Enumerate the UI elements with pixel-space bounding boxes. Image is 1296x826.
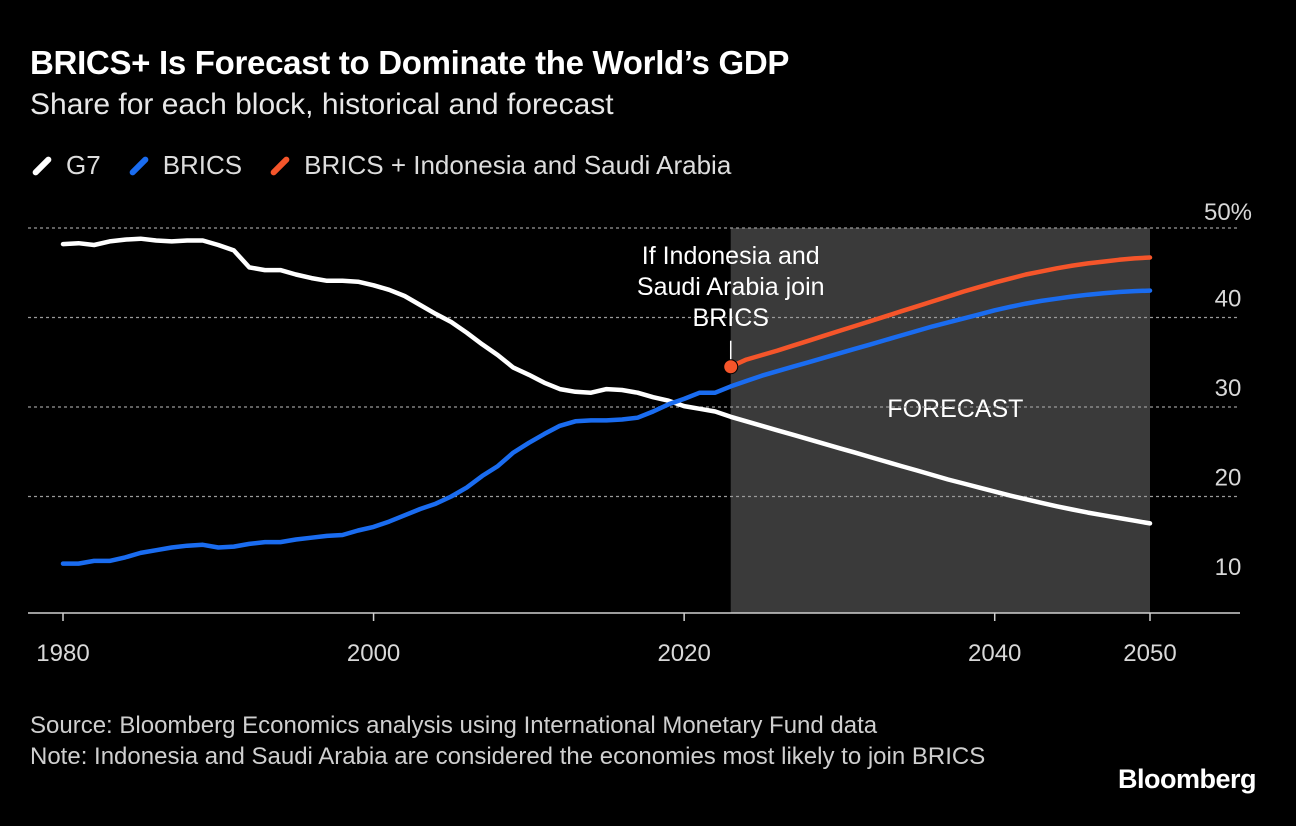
line-chart: FORECAST 10 20 30 40 50% 1980 2000 2020 2040 205… bbox=[28, 199, 1252, 667]
footer: Source: Bloomberg Economics analysis usi… bbox=[30, 710, 1060, 772]
annotation-text-line: Saudi Arabia join bbox=[637, 273, 825, 301]
x-tick-label: 2040 bbox=[968, 640, 1021, 667]
methodology-note: Note: Indonesia and Saudi Arabia are con… bbox=[30, 743, 986, 770]
forecast-label: FORECAST bbox=[887, 395, 1023, 423]
legend-item-brics: BRICS bbox=[127, 150, 242, 181]
legend-label-brics: BRICS bbox=[162, 150, 243, 180]
y-tick-label: 40 bbox=[1215, 286, 1242, 313]
legend-label-brics-plus: BRICS + Indonesia and Saudi Arabia bbox=[304, 150, 732, 180]
x-tick-label: 1980 bbox=[36, 640, 89, 667]
g7-line bbox=[60, 236, 1153, 526]
y-tick-label: 50% bbox=[1204, 199, 1252, 226]
x-tick-label: 2050 bbox=[1123, 640, 1176, 667]
annotation-text-line: BRICS bbox=[693, 304, 769, 332]
source-note: Source: Bloomberg Economics analysis usi… bbox=[30, 712, 878, 739]
x-tick-label: 2000 bbox=[347, 640, 400, 667]
x-tick-label: 2020 bbox=[657, 640, 710, 667]
bloomberg-logo: Bloomberg bbox=[1117, 764, 1257, 794]
annotation-marker bbox=[723, 359, 739, 375]
brics-line bbox=[60, 288, 1153, 566]
legend-label-g7: G7 bbox=[66, 150, 101, 180]
legend: G7 BRICS BRICS + Indonesia and Saudi Ara… bbox=[30, 150, 757, 181]
chart-subtitle: Share for each block, historical and for… bbox=[30, 88, 614, 121]
annotation-text-line: If Indonesia and bbox=[642, 242, 820, 270]
brics-plus-line bbox=[728, 255, 1153, 369]
legend-item-brics-plus: BRICS + Indonesia and Saudi Arabia bbox=[268, 150, 731, 181]
y-tick-label: 10 bbox=[1215, 554, 1242, 581]
forecast-region bbox=[730, 228, 1150, 613]
y-tick-label: 20 bbox=[1215, 465, 1242, 492]
y-tick-label: 30 bbox=[1215, 375, 1242, 402]
chart-title: BRICS+ Is Forecast to Dominate the World… bbox=[30, 44, 790, 81]
legend-item-g7: G7 bbox=[30, 150, 101, 181]
